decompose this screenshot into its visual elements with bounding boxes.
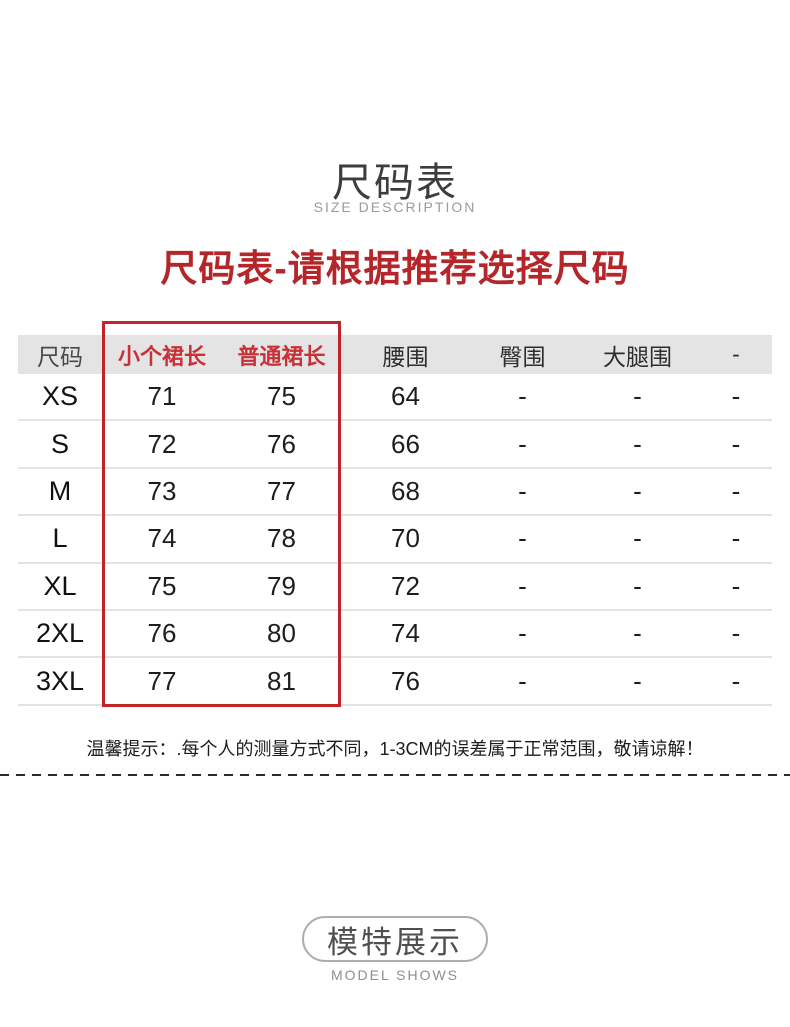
section-heading: 尺码表-请根据推荐选择尺码 xyxy=(160,248,630,289)
header-cell-normal-skirt-length: 普通裙长 xyxy=(237,343,326,369)
model-shows-subtitle: MODEL SHOWS xyxy=(330,967,460,983)
table-row: XL 75 79 72 - - - xyxy=(18,564,772,611)
page-subtitle: SIZE DESCRIPTION xyxy=(313,199,477,215)
value-cell: 66 xyxy=(391,428,420,459)
header-cell-thigh: 大腿围 xyxy=(603,343,672,370)
value-cell: - xyxy=(518,618,527,649)
value-cell: 79 xyxy=(267,570,296,601)
value-cell: 74 xyxy=(147,523,177,554)
value-cell: 68 xyxy=(391,475,420,506)
value-cell: 72 xyxy=(391,570,420,601)
page-title: 尺码表 xyxy=(332,161,458,205)
model-shows-label: 模特展示 xyxy=(327,924,463,960)
value-cell: - xyxy=(731,428,741,459)
value-cell: - xyxy=(633,618,642,649)
value-cell: - xyxy=(518,570,527,601)
header-cell-waist: 腰围 xyxy=(382,343,429,370)
size-cell: XL xyxy=(43,570,77,601)
value-cell: - xyxy=(633,428,642,459)
table-row: M 73 77 68 - - - xyxy=(18,469,772,517)
value-cell: 73 xyxy=(147,475,177,506)
value-cell: - xyxy=(518,665,527,696)
header-cell-petite-skirt-length: 小个裙长 xyxy=(117,343,206,369)
value-cell: - xyxy=(518,381,527,412)
value-cell: 80 xyxy=(267,618,296,649)
value-cell: 77 xyxy=(147,665,177,696)
value-cell: 81 xyxy=(267,665,296,696)
value-cell: 77 xyxy=(267,475,296,506)
value-cell: - xyxy=(633,381,642,412)
size-cell: M xyxy=(48,475,72,506)
value-cell: 72 xyxy=(147,428,177,459)
table-row: S 72 76 66 - - - xyxy=(18,421,772,469)
header-cell-size: 尺码 xyxy=(37,343,83,370)
value-cell: 75 xyxy=(147,570,177,601)
value-cell: 76 xyxy=(391,665,420,696)
value-cell: - xyxy=(518,475,527,506)
value-cell: - xyxy=(731,570,741,601)
size-cell: 2XL xyxy=(35,618,85,649)
table-header-row: 尺码 小个裙长 普通裙长 腰围 臀围 大腿围 - xyxy=(18,335,772,374)
dashed-divider xyxy=(0,774,790,776)
value-cell: - xyxy=(731,523,741,554)
value-cell: - xyxy=(731,665,741,696)
value-cell: - xyxy=(731,618,741,649)
value-cell: - xyxy=(731,475,741,506)
value-cell: 76 xyxy=(147,618,177,649)
value-cell: 64 xyxy=(391,381,420,412)
value-cell: 78 xyxy=(267,523,296,554)
table-row: XS 71 75 64 - - - xyxy=(18,374,772,422)
value-cell: 70 xyxy=(391,523,420,554)
size-cell: S xyxy=(50,428,69,459)
value-cell: - xyxy=(518,428,527,459)
value-cell: - xyxy=(633,475,642,506)
value-cell: - xyxy=(731,381,741,412)
header-cell-dash: - xyxy=(732,341,740,367)
value-cell: - xyxy=(518,523,527,554)
value-cell: - xyxy=(633,523,642,554)
size-table: 尺码 小个裙长 普通裙长 腰围 臀围 大腿围 - XS 71 75 64 - -… xyxy=(18,335,772,706)
value-cell: 74 xyxy=(391,618,420,649)
header-cell-hip: 臀围 xyxy=(499,343,546,370)
value-cell: 71 xyxy=(147,381,177,412)
note-text: 温馨提示：.每个人的测量方式不同，1-3CM的误差属于正常范围，敬请谅解！ xyxy=(86,739,704,759)
value-cell: - xyxy=(633,665,642,696)
value-cell: - xyxy=(633,570,642,601)
size-cell: L xyxy=(52,523,68,554)
size-cell: 3XL xyxy=(35,665,85,696)
value-cell: 76 xyxy=(267,428,296,459)
table-row: 3XL 77 81 76 - - - xyxy=(18,658,772,706)
model-shows-pill: 模特展示 xyxy=(302,916,488,962)
size-cell: XS xyxy=(41,381,79,412)
table-row: L 74 78 70 - - - xyxy=(18,516,772,564)
table-row: 2XL 76 80 74 - - - xyxy=(18,611,772,659)
value-cell: 75 xyxy=(267,381,296,412)
